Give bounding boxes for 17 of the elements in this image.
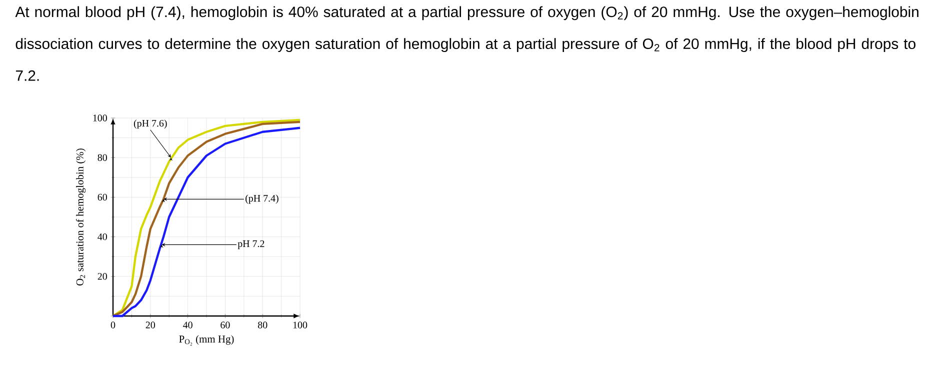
y-tick-label: 20 [98, 273, 107, 280]
y-tick-label: 40 [98, 233, 107, 240]
x-tick-label: 80 [258, 322, 268, 328]
x-tick-label: 100 [293, 322, 308, 328]
x-tick-label: 40 [183, 322, 192, 328]
x-tick-label: 0 [110, 322, 116, 328]
annotation: (pH 7.4) [246, 194, 278, 204]
y-tick-label: 80 [98, 154, 107, 161]
y-tick-label: 100 [93, 114, 107, 122]
x-tick-label: 20 [146, 322, 156, 328]
y-axis-title: O$_{2}$ saturation of hemoglobin (%) [76, 148, 86, 286]
annotation: pH 7.2 [238, 240, 264, 250]
y-tick-label: 60 [98, 194, 107, 201]
x-tick-label: 60 [220, 322, 230, 328]
annotation: (pH 7.6) [134, 120, 167, 129]
chart-title: At normal blood pH (7.4), hemoglobin is 40% saturated at a partial pressure of oxygen (O$_{2}$) of 20 mmHg. Use the oxygen–hemoglobin dissociation curves to determine the oxygen saturation of hemoglobin at a partial pressure of O$_{2}$ of 20 mmHg, if the blood pH drops to 7.2. [15, 6, 918, 81]
x-axis-title: P$_{O₂}$ (mm Hg) [179, 335, 234, 346]
